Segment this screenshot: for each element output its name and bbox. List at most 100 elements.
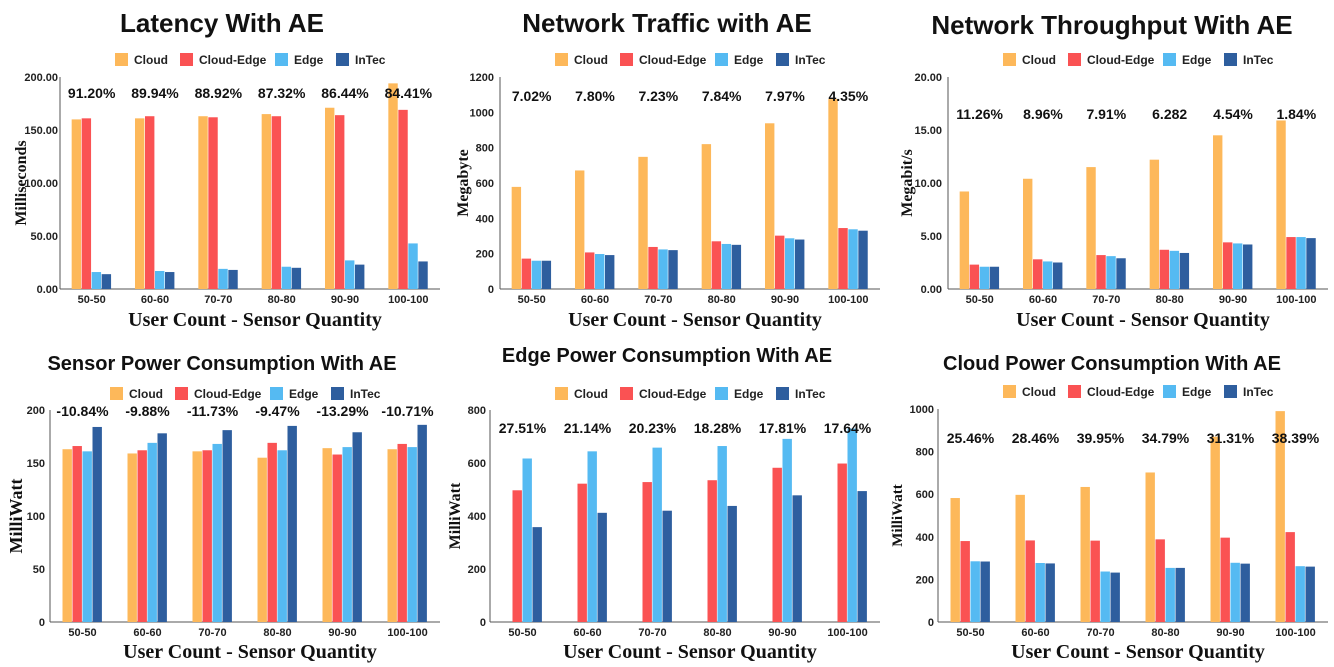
legend-label: Edge: [289, 387, 319, 401]
legend-label: Cloud-Edge: [194, 387, 262, 401]
x-tick-label: 80-80: [263, 627, 291, 639]
bar-cloud-edge-60-60: [577, 483, 587, 622]
bar-cloud-90-90: [322, 448, 332, 622]
x-tick-label: 60-60: [573, 627, 601, 639]
bar-edge-70-70: [1100, 571, 1110, 622]
bar-cloud-edge-90-90: [335, 115, 345, 289]
bar-intec-80-80: [1179, 252, 1190, 289]
y-tick-label: 200: [476, 249, 494, 261]
legend-label: InTec: [795, 53, 826, 67]
bar-intec-100-100: [1305, 566, 1315, 622]
improvement-annotation: -13.29%: [316, 403, 369, 419]
x-tick-label: 60-60: [1021, 627, 1049, 639]
legend-label: Cloud: [1022, 53, 1056, 67]
bar-intec-50-50: [101, 274, 112, 289]
bar-cloud-70-70: [1080, 486, 1090, 622]
improvement-annotation: -11.73%: [187, 403, 239, 419]
x-tick-label: 100-100: [828, 294, 868, 306]
legend-swatch-cloud: [1003, 53, 1016, 66]
x-tick-label: 50-50: [518, 294, 546, 306]
improvement-annotation: 84.41%: [385, 85, 433, 101]
improvement-annotation: 7.80%: [575, 88, 615, 104]
bar-cloud-90-90: [765, 123, 775, 289]
x-tick-label: 70-70: [198, 627, 226, 639]
bar-intec-70-70: [1116, 258, 1126, 289]
improvement-annotation: 31.31%: [1207, 430, 1255, 446]
improvement-annotation: 20.23%: [629, 420, 677, 436]
legend-label: Cloud: [574, 387, 608, 401]
bar-cloud-edge-90-90: [772, 467, 782, 622]
bar-edge-80-80: [1165, 567, 1175, 622]
legend-swatch-edge: [715, 53, 728, 66]
x-tick-label: 60-60: [133, 627, 161, 639]
x-tick-label: 50-50: [966, 294, 994, 306]
bar-edge-60-60: [147, 442, 157, 622]
bar-intec-60-60: [165, 272, 175, 289]
bar-intec-60-60: [597, 512, 607, 622]
legend-label: Cloud-Edge: [1087, 53, 1155, 67]
x-tick-label: 70-70: [644, 294, 672, 306]
bar-intec-90-90: [792, 495, 802, 622]
bar-cloud-edge-90-90: [1223, 242, 1233, 289]
y-axis-label: Megabit/s: [899, 149, 916, 217]
y-tick-label: 0.00: [37, 284, 58, 296]
bar-cloud-edge-50-50: [512, 490, 522, 622]
x-tick-label: 70-70: [638, 627, 666, 639]
legend-label: Cloud: [129, 387, 163, 401]
x-axis-label: User Count - Sensor Quantity: [128, 309, 382, 331]
bar-cloud-80-80: [1145, 472, 1155, 622]
improvement-annotation: 17.64%: [824, 420, 872, 436]
bar-cloud-edge-50-50: [72, 446, 82, 622]
bar-cloud-edge-100-100: [1286, 237, 1296, 289]
bar-edge-70-70: [212, 443, 222, 622]
improvement-annotation: 7.84%: [702, 88, 742, 104]
legend-label: Cloud: [1022, 385, 1056, 399]
y-tick-label: 50.00: [30, 231, 58, 243]
y-tick-label: 200: [468, 564, 486, 576]
bar-intec-50-50: [541, 260, 552, 289]
y-tick-label: 800: [468, 405, 486, 417]
bar-edge-70-70: [218, 268, 228, 289]
improvement-annotation: 4.54%: [1213, 106, 1253, 122]
improvement-annotation: 86.44%: [321, 85, 369, 101]
y-tick-label: 0: [928, 617, 934, 629]
improvement-annotation: 7.23%: [638, 88, 678, 104]
bar-cloud-50-50: [62, 449, 72, 622]
x-tick-label: 90-90: [771, 294, 799, 306]
legend-swatch-cloud: [110, 387, 123, 400]
bar-intec-60-60: [1045, 563, 1055, 622]
improvement-annotation: 25.46%: [947, 430, 995, 446]
legend-swatch-edge: [715, 387, 728, 400]
bar-cloud-edge-70-70: [208, 117, 218, 289]
x-tick-label: 70-70: [1092, 294, 1120, 306]
bar-edge-60-60: [155, 270, 165, 289]
bar-cloud-edge-80-80: [711, 241, 722, 289]
bar-cloud-edge-80-80: [271, 116, 282, 289]
y-tick-label: 15.00: [914, 125, 942, 137]
bar-cloud-edge-60-60: [1025, 540, 1035, 622]
chart-3: Network Throughput With AE Cloud Cloud-Edg…: [899, 10, 1328, 331]
bar-intec-80-80: [291, 267, 302, 289]
legend-label: Edge: [734, 387, 764, 401]
improvement-annotation: 7.02%: [512, 88, 552, 104]
improvement-annotation: 91.20%: [68, 85, 116, 101]
y-tick-label: 50: [33, 564, 45, 576]
chart-2: Network Traffic with AE Cloud Cloud-Edge Ed…: [455, 8, 880, 331]
x-tick-label: 50-50: [508, 627, 536, 639]
x-tick-label: 100-100: [827, 627, 867, 639]
bar-intec-60-60: [157, 433, 167, 622]
bar-cloud-90-90: [1213, 135, 1223, 289]
bar-intec-70-70: [662, 510, 672, 622]
improvement-annotation: 21.14%: [564, 420, 612, 436]
bar-cloud-100-100: [828, 99, 838, 289]
bar-edge-100-100: [848, 229, 858, 289]
y-tick-label: 600: [916, 489, 934, 501]
bar-edge-80-80: [721, 243, 732, 289]
x-tick-label: 70-70: [204, 294, 232, 306]
improvement-annotation: 39.95%: [1077, 430, 1125, 446]
improvement-annotation: -9.88%: [125, 403, 170, 419]
bar-intec-80-80: [727, 505, 737, 622]
x-tick-label: 100-100: [388, 294, 428, 306]
legend-swatch-intec: [1224, 385, 1237, 398]
